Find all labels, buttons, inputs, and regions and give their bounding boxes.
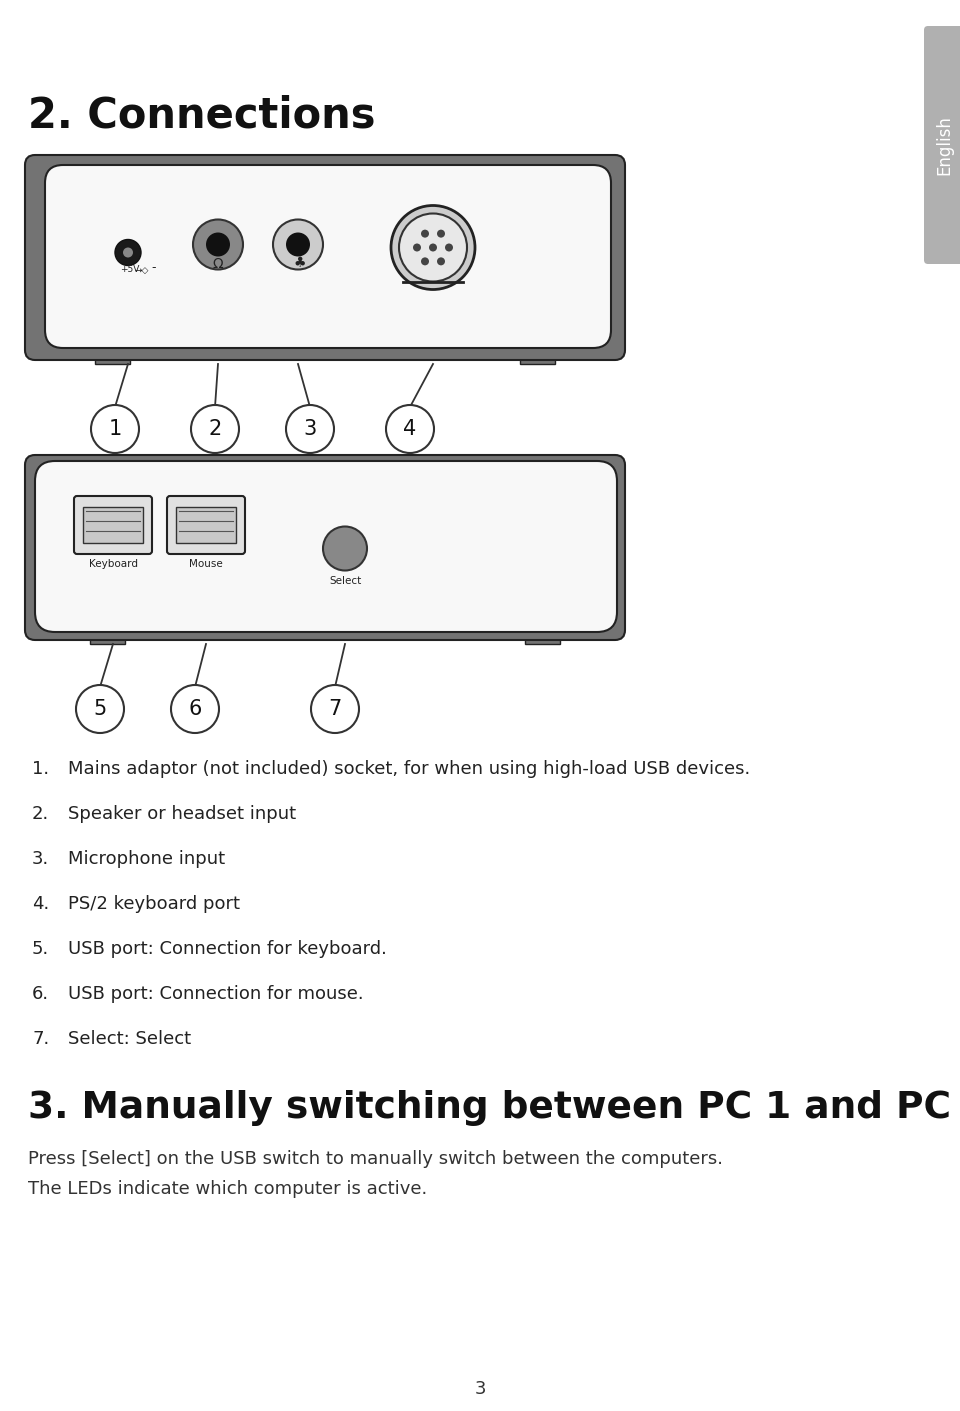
Circle shape (399, 213, 467, 282)
Text: 3: 3 (474, 1380, 486, 1398)
Text: -: - (152, 261, 156, 275)
Circle shape (286, 405, 334, 453)
Bar (176, 507, 236, 543)
Circle shape (413, 244, 421, 251)
Text: USB port: Connection for mouse.: USB port: Connection for mouse. (68, 985, 364, 1003)
Text: 4: 4 (403, 419, 417, 439)
Circle shape (115, 240, 141, 265)
Text: 1: 1 (108, 419, 122, 439)
Bar (525, 629, 560, 643)
Text: English: English (935, 116, 953, 175)
Text: ♣: ♣ (294, 257, 306, 271)
FancyBboxPatch shape (35, 461, 617, 632)
Text: Mouse: Mouse (189, 559, 223, 569)
Circle shape (429, 244, 437, 251)
Text: USB port: Connection for keyboard.: USB port: Connection for keyboard. (68, 940, 387, 958)
Text: Mains adaptor (not included) socket, for when using high-load USB devices.: Mains adaptor (not included) socket, for… (68, 761, 751, 777)
Text: 2. Connections: 2. Connections (28, 95, 375, 137)
Text: 3: 3 (303, 419, 317, 439)
FancyBboxPatch shape (45, 165, 611, 349)
FancyBboxPatch shape (25, 454, 625, 641)
Text: 6.: 6. (32, 985, 49, 1003)
Text: 7.: 7. (32, 1030, 49, 1048)
Text: 5.: 5. (32, 940, 49, 958)
Text: Select: Select: Select: Select (68, 1030, 191, 1048)
Bar (95, 350, 130, 364)
Text: Select: Select (329, 577, 361, 587)
Text: 3. Manually switching between PC 1 and PC 2: 3. Manually switching between PC 1 and P… (28, 1091, 960, 1126)
Text: Speaker or headset input: Speaker or headset input (68, 806, 296, 823)
FancyBboxPatch shape (924, 25, 960, 264)
FancyBboxPatch shape (74, 497, 152, 555)
Circle shape (311, 684, 359, 732)
Bar (90, 629, 125, 643)
Circle shape (123, 247, 133, 257)
Circle shape (323, 526, 367, 570)
Text: 2.: 2. (32, 806, 49, 823)
Circle shape (437, 257, 445, 265)
Circle shape (191, 405, 239, 453)
FancyBboxPatch shape (25, 155, 625, 360)
Circle shape (386, 405, 434, 453)
Text: +5V: +5V (120, 265, 140, 275)
Circle shape (445, 244, 453, 251)
Circle shape (273, 220, 323, 270)
Text: 6: 6 (188, 698, 202, 720)
Text: 3.: 3. (32, 849, 49, 868)
Text: 5: 5 (93, 698, 107, 720)
Text: 7: 7 (328, 698, 342, 720)
Circle shape (391, 206, 475, 289)
FancyBboxPatch shape (167, 497, 245, 555)
Text: Press [Select] on the USB switch to manually switch between the computers.: Press [Select] on the USB switch to manu… (28, 1150, 723, 1168)
Text: 4.: 4. (32, 895, 49, 913)
Circle shape (421, 230, 429, 237)
Text: 1.: 1. (32, 761, 49, 777)
Text: Ω: Ω (213, 257, 224, 271)
Circle shape (91, 405, 139, 453)
Bar (520, 350, 555, 364)
Text: →◇: →◇ (134, 265, 149, 275)
Bar (83, 507, 143, 543)
Circle shape (437, 230, 445, 237)
Circle shape (193, 220, 243, 270)
Circle shape (286, 233, 310, 257)
Circle shape (76, 684, 124, 732)
Circle shape (421, 257, 429, 265)
Text: Microphone input: Microphone input (68, 849, 226, 868)
Text: 2: 2 (208, 419, 222, 439)
Circle shape (206, 233, 230, 257)
Text: Keyboard: Keyboard (88, 559, 137, 569)
Circle shape (171, 684, 219, 732)
Text: The LEDs indicate which computer is active.: The LEDs indicate which computer is acti… (28, 1180, 427, 1198)
Text: PS/2 keyboard port: PS/2 keyboard port (68, 895, 240, 913)
